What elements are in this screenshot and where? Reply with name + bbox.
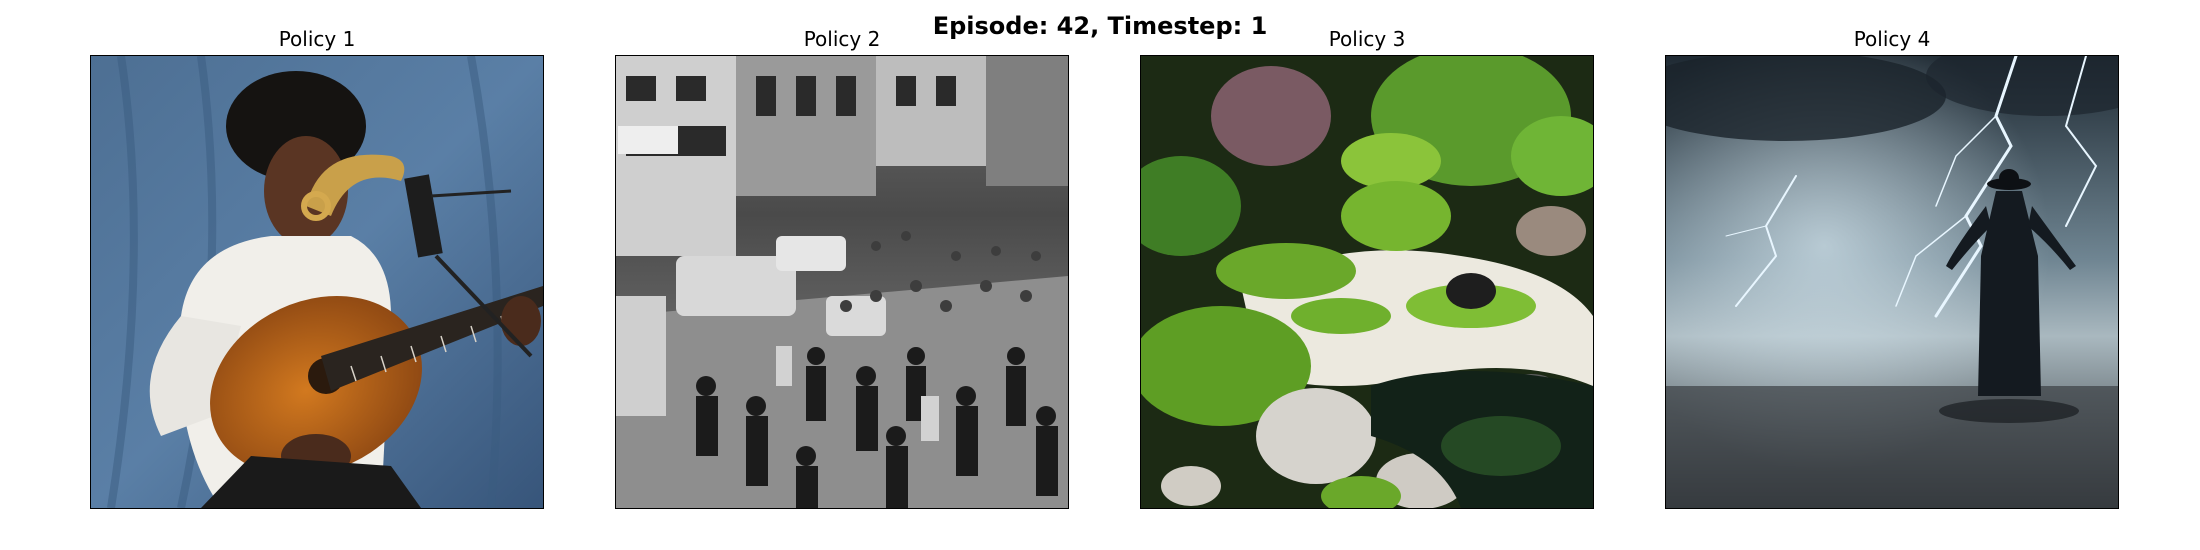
panel-image-japanese-garden bbox=[1140, 55, 1594, 509]
panel-title-policy-1: Policy 1 bbox=[278, 27, 356, 51]
panel-image-boy-guitar bbox=[90, 55, 544, 509]
panel-image-crowded-street bbox=[615, 55, 1069, 509]
figure-suptitle: Episode: 42, Timestep: 1 bbox=[932, 12, 1268, 40]
panel-title-policy-2: Policy 2 bbox=[803, 27, 881, 51]
panel-image-figure-lightning-storm bbox=[1665, 55, 2119, 509]
panel-title-policy-3: Policy 3 bbox=[1328, 27, 1406, 51]
panel-title-policy-4: Policy 4 bbox=[1853, 27, 1931, 51]
